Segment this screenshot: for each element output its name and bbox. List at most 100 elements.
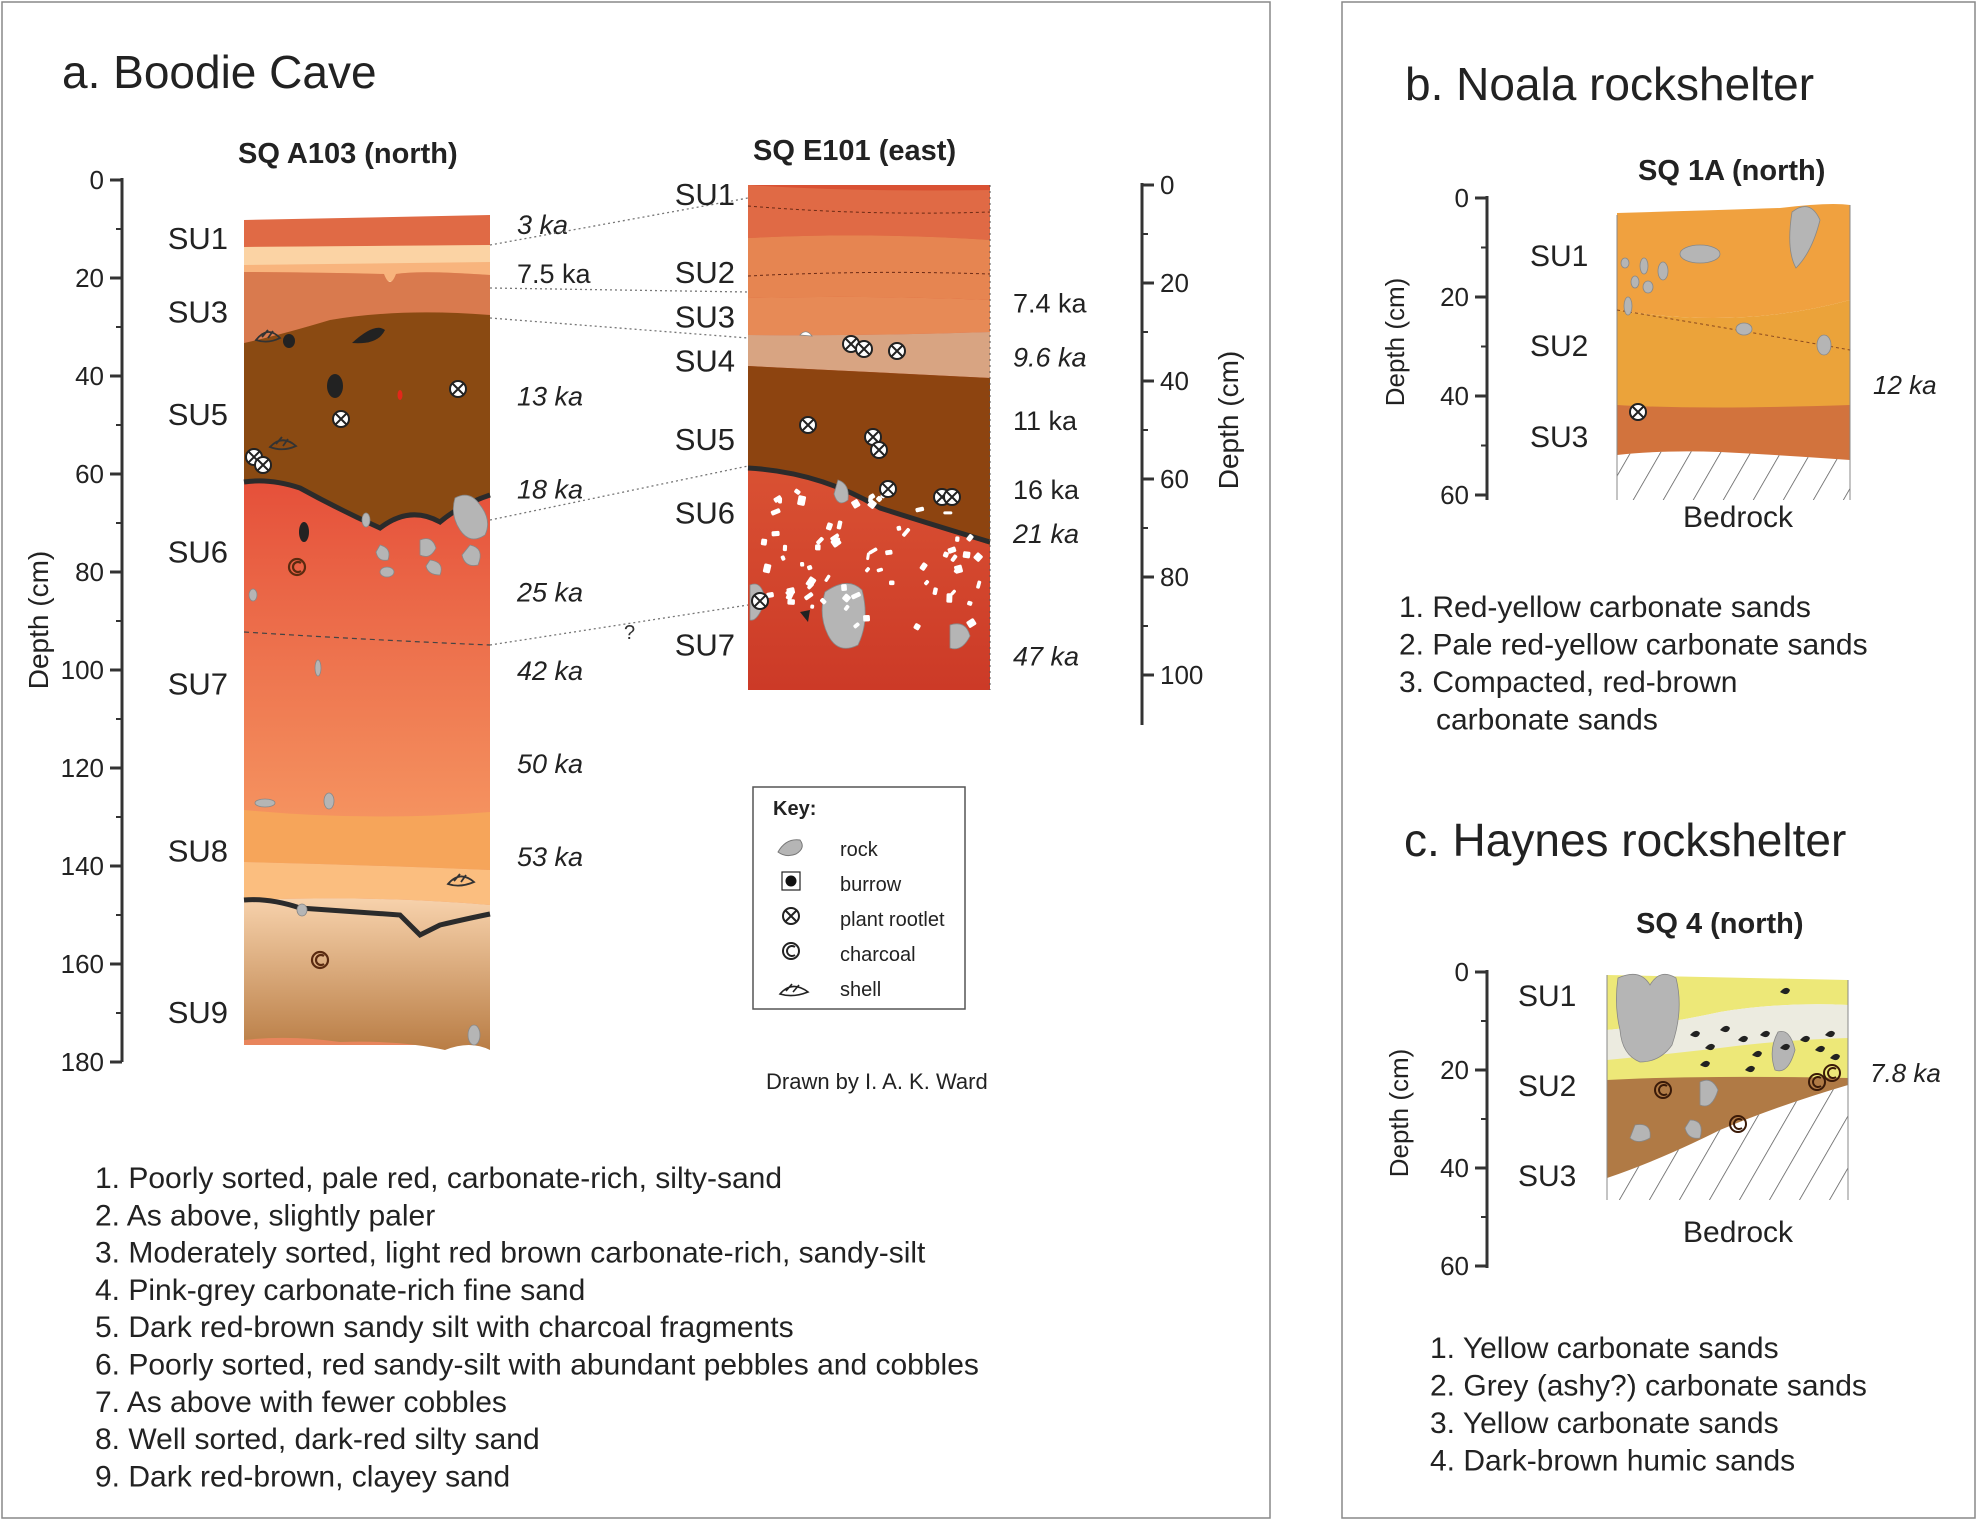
haynes-tick-60: 60 <box>1440 1251 1469 1281</box>
noala-su1-label: SU1 <box>1530 240 1588 273</box>
east-unit-label-2: SU3 <box>675 299 735 334</box>
east-tick-80: 80 <box>1160 562 1189 592</box>
haynes-axis-label: Depth (cm) <box>1384 1049 1414 1178</box>
north-tick-180: 180 <box>61 1047 104 1077</box>
noala-description-4: carbonate sands <box>1436 704 1658 737</box>
north-tick-160: 160 <box>61 949 104 979</box>
shell-icon <box>778 983 810 997</box>
boodie-description-6: 6. Poorly sorted, red sandy-silt with ab… <box>95 1349 979 1382</box>
panel-bc-frame <box>1341 1 1976 1519</box>
north-age-label-2: 13 ka <box>517 382 583 412</box>
east-unit-labels: SU1 SU2 SU3 SU4 SU5 SU6 SU7 <box>675 177 735 663</box>
north-tick-80: 80 <box>75 557 104 587</box>
noala-description-1: 1. Red-yellow carbonate sands <box>1399 591 1811 624</box>
haynes-description-3: 3. Yellow carbonate sands <box>1430 1407 1779 1440</box>
haynes-bedrock-label: Bedrock <box>1683 1216 1794 1249</box>
panel-c-title: c. Haynes rockshelter <box>1404 814 1846 866</box>
north-age-label-1: 7.5 ka <box>517 259 592 289</box>
haynes-su1-label: SU1 <box>1518 980 1576 1013</box>
east-age-labels: 7.4 ka 9.6 ka 11 ka 16 ka 21 ka 47 ka <box>1012 289 1088 672</box>
north-unit-label-4: SU7 <box>168 667 228 702</box>
north-tick-100: 100 <box>61 655 104 685</box>
noala-bedrock-label: Bedrock <box>1683 501 1794 534</box>
east-tick-40: 40 <box>1160 366 1189 396</box>
east-tick-0: 0 <box>1160 170 1174 200</box>
charcoal-icon <box>782 942 800 960</box>
north-rootlet-symbols <box>245 380 467 474</box>
panel-a-descriptions: 1. Poorly sorted, pale red, carbonate-ri… <box>95 1162 979 1493</box>
panel-b-descriptions: 1. Red-yellow carbonate sands 2. Pale red… <box>1399 591 1868 737</box>
north-shell-symbols <box>254 329 476 887</box>
plant-rootlet-icon <box>782 907 800 925</box>
north-charcoal-symbols <box>287 557 330 970</box>
noala-description-2: 2. Pale red-yellow carbonate sands <box>1399 629 1868 662</box>
credit-text: Drawn by I. A. K. Ward <box>766 1069 988 1094</box>
boodie-description-5: 5. Dark red-brown sandy silt with charco… <box>95 1311 794 1344</box>
north-unit-label-1: SU3 <box>168 294 228 329</box>
haynes-description-1: 1. Yellow carbonate sands <box>1430 1332 1779 1365</box>
north-depth-axis: 0 20 40 60 80 100 120 140 160 180 Depth (cm) <box>23 165 124 1077</box>
north-tick-60: 60 <box>75 459 104 489</box>
north-age-label-4: 25 ka <box>516 578 583 608</box>
east-age-label-3: 16 ka <box>1013 475 1080 505</box>
boodie-description-2: 2. As above, slightly paler <box>95 1199 435 1232</box>
east-age-label-4: 21 ka <box>1012 519 1079 549</box>
noala-su3-label: SU3 <box>1530 421 1588 454</box>
noala-depth-axis: 0 20 40 60 Depth (cm) <box>1380 183 1489 510</box>
rock-icon <box>777 839 803 857</box>
boodie-description-8: 8. Well sorted, dark-red silty sand <box>95 1423 540 1456</box>
noala-tick-60: 60 <box>1440 480 1469 510</box>
panel-a-title: a. Boodie Cave <box>62 46 377 98</box>
east-age-label-0: 7.4 ka <box>1013 289 1088 319</box>
noala-profile-column <box>1616 204 1851 500</box>
burrow-icon <box>781 871 801 891</box>
noala-axis-label: Depth (cm) <box>1380 278 1410 407</box>
haynes-depth-axis: 0 20 40 60 Depth (cm) <box>1384 957 1489 1281</box>
east-tick-100: 100 <box>1160 660 1203 690</box>
east-depth-axis: 0 20 40 60 80 100 Depth (cm) <box>1140 170 1244 725</box>
north-axis-label: Depth (cm) <box>23 551 54 689</box>
key-item-plant-rootlet: plant rootlet <box>840 909 945 931</box>
boodie-description-9: 9. Dark red-brown, clayey sand <box>95 1460 510 1493</box>
east-profile-column <box>747 185 991 690</box>
east-tick-20: 20 <box>1160 268 1189 298</box>
symbol-key: Key: rock burrow plant rootlet charcoal … <box>752 786 966 1010</box>
north-tick-40: 40 <box>75 361 104 391</box>
east-unit-label-0: SU1 <box>675 177 735 212</box>
boodie-description-1: 1. Poorly sorted, pale red, carbonate-ri… <box>95 1162 782 1195</box>
noala-tick-0: 0 <box>1455 183 1469 213</box>
north-tick-120: 120 <box>61 753 104 783</box>
noala-profile-title: SQ 1A (north) <box>1638 155 1825 187</box>
east-rootlet-symbols <box>751 335 961 610</box>
key-item-rock: rock <box>840 839 879 861</box>
east-age-label-2: 11 ka <box>1013 406 1078 436</box>
north-unit-labels: SU1 SU3 SU5 SU6 SU7 SU8 SU9 <box>168 221 228 1030</box>
east-unit-label-6: SU7 <box>675 628 735 663</box>
haynes-su3-label: SU3 <box>1518 1160 1576 1193</box>
haynes-profile-column <box>1606 973 1849 1200</box>
profile-north-title: SQ A103 (north) <box>238 138 458 170</box>
noala-su2-label: SU2 <box>1530 330 1588 363</box>
north-age-label-7: 53 ka <box>517 842 583 872</box>
east-unit-label-5: SU6 <box>675 495 735 530</box>
east-unit-label-3: SU4 <box>675 343 735 378</box>
haynes-charcoal-symbols <box>1654 1064 1841 1133</box>
east-tick-60: 60 <box>1160 464 1189 494</box>
east-age-label-5: 47 ka <box>1013 641 1079 671</box>
north-unit-label-5: SU8 <box>168 833 228 868</box>
panel-c-descriptions: 1. Yellow carbonate sands 2. Grey (ashy?)… <box>1430 1332 1867 1478</box>
boodie-description-3: 3. Moderately sorted, light red brown ca… <box>95 1237 926 1270</box>
key-item-charcoal: charcoal <box>840 944 916 966</box>
north-unit-label-3: SU6 <box>168 534 228 569</box>
north-age-label-5: 42 ka <box>517 656 583 686</box>
noala-age-label: 12 ka <box>1873 370 1937 400</box>
north-age-label-6: 50 ka <box>517 749 583 779</box>
haynes-su2-label: SU2 <box>1518 1070 1576 1103</box>
correlation-lines <box>489 197 749 646</box>
north-age-label-0: 3 ka <box>517 210 568 240</box>
profile-east-title: SQ E101 (east) <box>753 135 956 167</box>
haynes-profile-title: SQ 4 (north) <box>1636 908 1804 940</box>
north-tick-20: 20 <box>75 263 104 293</box>
panel-a-frame <box>1 1 1271 1519</box>
